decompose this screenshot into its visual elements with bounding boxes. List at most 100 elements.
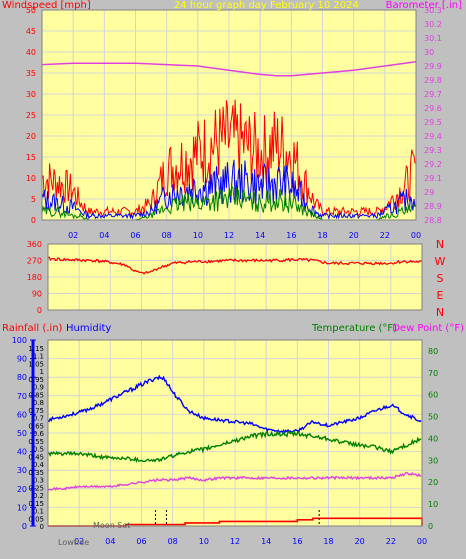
wind-gust-line <box>41 99 416 218</box>
wind-baro-axes: 0 5 10 15 20 25 30 35 40 45 50 28.8 28.9 29 29.1 29.2 29… <box>26 6 442 240</box>
barometer-axis-title: Barometer [.in] <box>386 0 462 11</box>
humidity-tick-label: 60 <box>17 410 27 419</box>
wind-tick-label: 25 <box>26 111 36 120</box>
rain-tick-label: 0.8 <box>33 399 44 407</box>
temp-hum-plot-frame <box>47 339 423 527</box>
direction-series <box>47 256 423 275</box>
temp-x-tick-label: 02 <box>74 537 84 546</box>
temperature-tick-label: 20 <box>428 478 438 487</box>
wind-x-tick-label: 16 <box>286 231 296 240</box>
temp-hum-axes: 010203040506070809010000.050.10.150.20.2… <box>12 336 438 547</box>
temperature-tick-label: 50 <box>428 413 438 422</box>
humidity-tick-label: 100 <box>12 336 27 345</box>
rain-tick-label: 0.3 <box>33 477 44 485</box>
humidity-tick-label: 0 <box>22 522 27 531</box>
wind-tick-label: 45 <box>26 27 36 36</box>
wind-plot-frame <box>41 9 417 221</box>
humidity-tick-label: 20 <box>17 485 27 494</box>
rain-tick-label: 0.45 <box>28 453 44 461</box>
temperature-tick-label: 10 <box>428 500 438 509</box>
temperature-tick-label: 40 <box>428 434 438 443</box>
temperature-tick-label: 0 <box>428 522 433 531</box>
temp-x-tick-label: 12 <box>230 537 240 546</box>
humidity-tick-label: 70 <box>17 392 27 401</box>
barometer-tick-label: 29.8 <box>424 76 442 85</box>
temperature-tick-label: 30 <box>428 456 438 465</box>
wind-x-tick-label: 12 <box>224 231 234 240</box>
temperature-axis-title: Temperature (°F) <box>311 323 397 334</box>
rain-line <box>48 517 423 527</box>
temperature-tick-label: 80 <box>428 347 438 356</box>
rain-tick-label: 1 <box>40 368 44 376</box>
rain-tick-label: 0.05 <box>28 515 44 523</box>
rain-tick-label: 1.1 <box>33 353 44 361</box>
humidity-line <box>47 374 422 434</box>
barometer-tick-label: 29.3 <box>424 146 442 155</box>
barometer-tick-label: 29.1 <box>424 174 442 183</box>
compass-label: W <box>435 255 446 268</box>
rain-tick-label: 0.6 <box>33 430 45 438</box>
temp-x-tick-label: 14 <box>261 537 271 546</box>
direction-tick-label: 270 <box>27 257 42 266</box>
humidity-tick-label: 40 <box>17 448 27 457</box>
direction-tick-label: 90 <box>32 290 42 299</box>
wind-x-tick-label: 04 <box>99 231 109 240</box>
barometer-tick-label: 29.4 <box>424 132 442 141</box>
barometer-tick-label: 29.7 <box>424 90 442 99</box>
wind-tick-label: 20 <box>26 132 36 141</box>
wind-x-tick-label: 02 <box>68 231 78 240</box>
direction-tick-label: 0 <box>37 306 42 315</box>
temp-x-tick-label: 16 <box>292 537 302 546</box>
direction-tick-label: 360 <box>27 240 42 249</box>
wind-x-tick-label: 06 <box>130 231 140 240</box>
humidity-tick-label: 90 <box>17 355 27 364</box>
temperature-line <box>47 429 422 464</box>
rain-tick-label: 0.55 <box>28 438 44 446</box>
rain-tick-label: 0.85 <box>28 391 44 399</box>
humidity-axis-title: Humidity <box>66 323 111 334</box>
barometer-tick-label: 28.9 <box>424 202 442 211</box>
wind-x-tick-label: 14 <box>255 231 265 240</box>
humidity-tick-label: 30 <box>17 466 27 475</box>
rain-tick-label: 0.25 <box>28 484 44 492</box>
temp-x-tick-label: 10 <box>199 537 209 546</box>
compass-label: E <box>437 289 444 302</box>
wind-x-tick-label: 20 <box>349 231 359 240</box>
lowtide-label: Lowtide <box>58 538 89 547</box>
chart-title: 24 hour graph day February 10 2024 <box>174 0 359 11</box>
temperature-tick-label: 60 <box>428 391 438 400</box>
direction-line <box>47 256 423 275</box>
barometer-tick-label: 29.9 <box>424 62 442 71</box>
rain-tick-label: 0.5 <box>33 446 44 454</box>
temperature-tick-label: 70 <box>428 369 438 378</box>
direction-plot-frame <box>47 243 423 311</box>
rain-tick-label: 0.35 <box>28 469 44 477</box>
wind-tick-label: 35 <box>26 69 36 78</box>
compass-label: N <box>436 306 444 319</box>
wind-tick-label: 0 <box>31 216 36 225</box>
rain-tick-label: 0.7 <box>33 415 44 423</box>
barometer-tick-label: 29.6 <box>424 104 442 113</box>
rain-tick-label: 0.9 <box>33 384 44 392</box>
barometer-tick-label: 28.8 <box>424 216 442 225</box>
temp-hum-series <box>47 374 423 527</box>
rain-tick-label: 0.95 <box>28 376 44 384</box>
rain-tick-label: 0.4 <box>33 461 45 469</box>
wind-baro-series <box>41 61 417 221</box>
temp-x-tick-label: 18 <box>323 537 333 546</box>
humidity-tick-label: 50 <box>17 429 27 438</box>
humidity-tick-label: 10 <box>17 503 27 512</box>
wind-x-tick-label: 00 <box>411 231 421 240</box>
barometer-tick-label: 29.2 <box>424 160 442 169</box>
wind-x-tick-label: 10 <box>193 231 203 240</box>
temp-x-tick-label: 06 <box>136 537 146 546</box>
wind-tick-label: 15 <box>26 153 36 162</box>
barometer-tick-label: 30.2 <box>424 20 442 29</box>
humidity-tick-label: 80 <box>17 373 27 382</box>
temp-x-tick-label: 04 <box>105 537 115 546</box>
rain-tick-label: 1.05 <box>28 360 44 368</box>
rain-axis-title: Rainfall (.in) <box>2 323 63 334</box>
barometer-tick-label: 30.1 <box>424 34 442 43</box>
